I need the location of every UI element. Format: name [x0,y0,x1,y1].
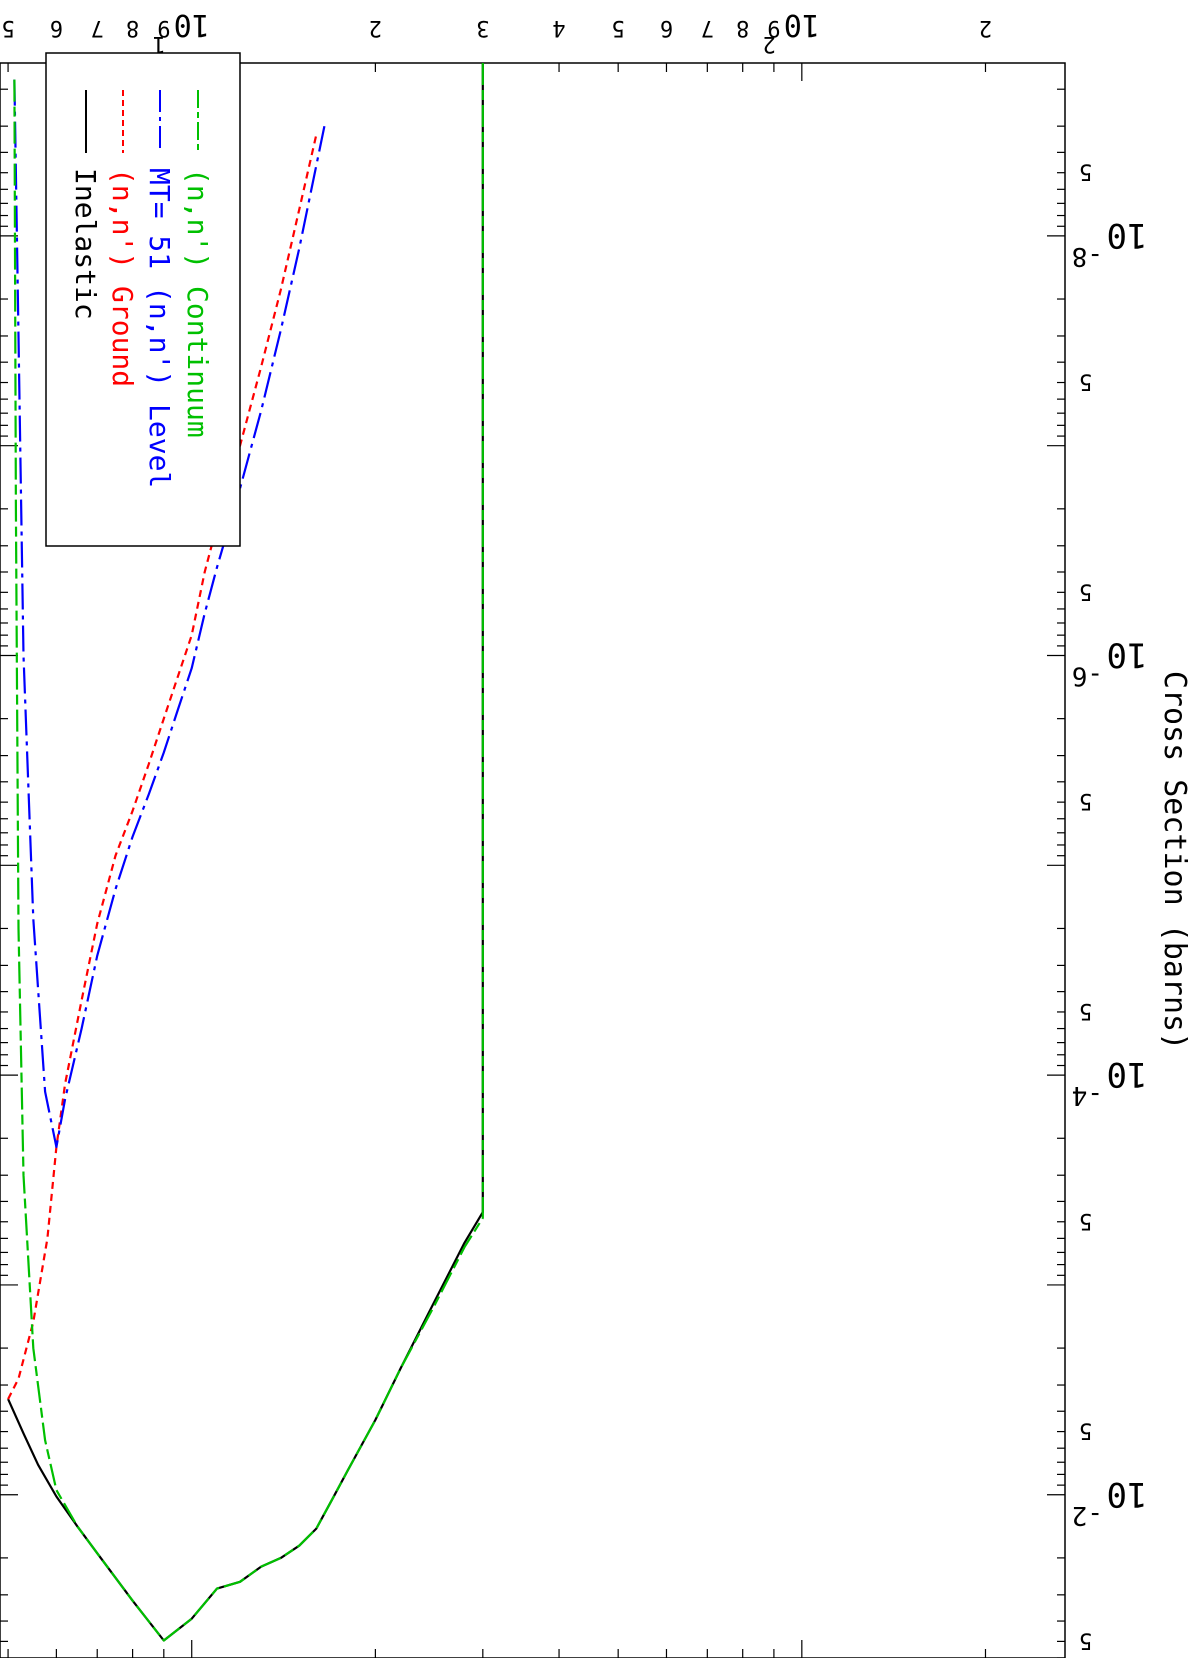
x-tick-label-text: 7 [701,15,714,40]
y-tick-label: 5 [1079,159,1092,184]
series-line-4 [13,63,484,1642]
y-tick-label-exponent: -2 [1072,1500,1103,1530]
x-tick-label: 2 [369,15,382,40]
y-tick-label-base: 10 [1107,1474,1148,1514]
y-tick-label-exponent: -8 [1072,241,1103,271]
y-tick-label-base: 10 [1107,215,1148,255]
legend-entry: Inelastic [69,90,102,320]
x-tick-label-text: 6 [50,15,63,40]
x-tick-label: 3 [476,15,489,40]
x-tick-label-text: 9 [157,15,170,40]
y-tick-label: 5 [1079,369,1092,394]
y-tick-label-text: 5 [1079,1627,1092,1652]
y-axis-label: Cross Section (barns) [1157,671,1192,1050]
y-tick-label: 5 [1079,1627,1092,1652]
x-tick-label-text: 5 [1,15,14,40]
y-tick-label: 10-4 [1072,1054,1148,1110]
legend-label: (n,n') Continuum [181,168,214,438]
y-tick-label-text: 5 [1079,788,1092,813]
y-tick-label-text: 5 [1079,998,1092,1023]
x-tick-label: 4 [552,15,565,40]
x-tick-label-text: 8 [126,15,139,40]
y-tick-label-text: 5 [1079,578,1092,603]
legend: Inelastic (n,n') Ground MT= 51 (n,n') Leve… [45,52,241,547]
x-tick-label: 6 [50,15,63,40]
y-tick-label: 5 [1079,788,1092,813]
y-tick-label-base: 10 [1107,1054,1148,1094]
x-tick-label: 2 [979,15,992,40]
x-tick-label-text: 8 [736,15,749,40]
x-tick-label-text: 9 [767,15,780,40]
series-layer [7,63,484,1642]
y-tick-label-base: 10 [1107,634,1148,674]
legend-label: MT= 51 (n,n') Level [143,168,176,488]
y-tick-label-exponent: -4 [1072,1080,1103,1110]
y-tick-label: 5 [1079,1208,1092,1233]
y-tick-label: 5 [1079,998,1092,1023]
x-tick-label: 10 2 [763,7,820,56]
x-tick-label-text: 2 [369,15,382,40]
x-tick-label: 8 [736,15,749,40]
legend-entry: (n,n') Ground [106,90,139,387]
x-tick-label: 6 [660,15,673,40]
legend-entry: (n,n') Continuum [181,90,214,438]
x-tick-label: 9 [157,15,170,40]
labels-layer: Cross Section (barns) [1157,671,1192,1050]
legend-label: (n,n') Ground [106,168,139,387]
x-tick-label-text: 2 [979,15,992,40]
y-tick-label: 5 [1079,578,1092,603]
y-tick-label-text: 5 [1079,1208,1092,1233]
y-tick-label: 10-2 [1072,1474,1148,1530]
x-tick-label: 7 [701,15,714,40]
y-tick-label-text: 5 [1079,159,1092,184]
y-tick-label-text: 5 [1079,369,1092,394]
plot-frame [0,62,1066,1658]
x-tick-label: 9 [767,15,780,40]
y-tick-label: 5 [1079,1418,1092,1443]
x-tick-label-text: 3 [476,15,489,40]
series-line-2 [7,134,318,1400]
x-tick-label-exponent: 1 [152,31,165,56]
legend-box [45,52,241,547]
x-tick-label: 7 [91,15,104,40]
y-tick-label: 10-8 [1072,215,1148,271]
legend-label: Inelastic [69,168,102,320]
y-tick-label: 10-6 [1072,634,1148,690]
x-tick-label-text: 7 [91,15,104,40]
x-tick-label: 10 1 [152,7,209,56]
y-tick-label-text: 5 [1079,1418,1092,1443]
series-line-3 [13,79,326,1149]
x-tick-label: 5 [1,15,14,40]
x-tick-label: 8 [126,15,139,40]
x-tick-label-text: 4 [552,15,565,40]
x-tick-label-exponent: 2 [763,31,776,56]
legend-entry: MT= 51 (n,n') Level [143,90,176,488]
x-tick-label-text: 6 [660,15,673,40]
x-tick-label: 5 [612,15,625,40]
x-tick-label-text: 5 [612,15,625,40]
x-tick-label-base: 10 [784,7,820,42]
x-tick-label-base: 10 [174,7,210,42]
y-tick-label-exponent: -6 [1072,660,1103,690]
